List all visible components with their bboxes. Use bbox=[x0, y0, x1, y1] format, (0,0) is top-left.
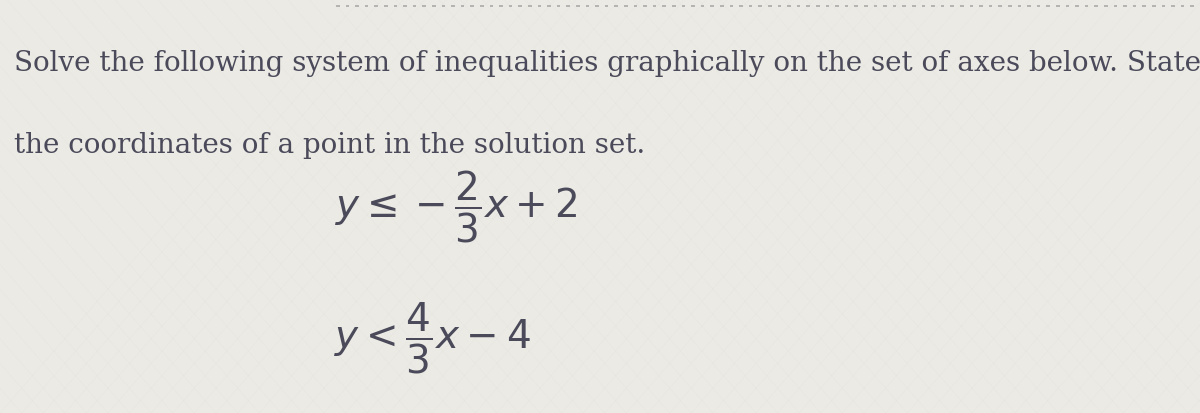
Text: the coordinates of a point in the solution set.: the coordinates of a point in the soluti… bbox=[14, 132, 646, 159]
Text: $y < \dfrac{4}{3}x - 4$: $y < \dfrac{4}{3}x - 4$ bbox=[334, 301, 530, 376]
Text: Solve the following system of inequalities graphically on the set of axes below.: Solve the following system of inequaliti… bbox=[14, 50, 1200, 76]
Text: $y \leq -\dfrac{2}{3}x + 2$: $y \leq -\dfrac{2}{3}x + 2$ bbox=[335, 169, 577, 244]
